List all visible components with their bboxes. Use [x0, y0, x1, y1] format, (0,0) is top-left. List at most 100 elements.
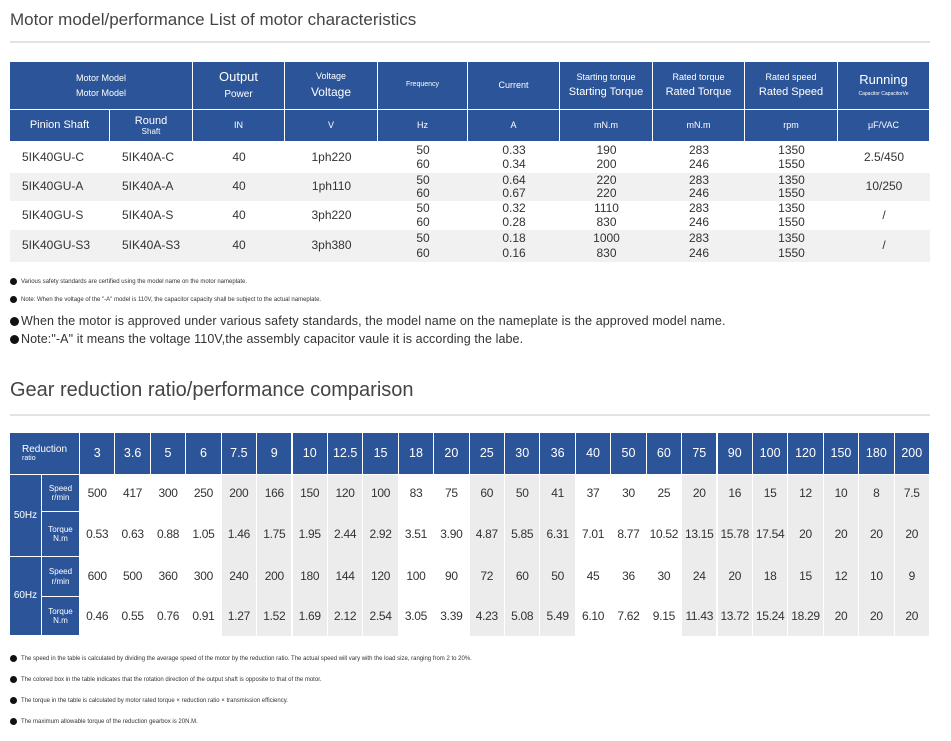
cell-text: 50: [416, 172, 430, 187]
header-text: A: [510, 120, 517, 131]
cell-text: 2.12: [334, 608, 357, 623]
table-cell: 11.43: [682, 597, 718, 636]
table-cell: 300: [150, 475, 187, 512]
header-text: Rated Torque: [665, 86, 732, 99]
table-cell: 5IK40GU-A: [10, 173, 110, 201]
table-cell: 12: [823, 557, 860, 597]
row-label: Speed r/min: [42, 557, 80, 597]
cell-text: 200: [229, 485, 249, 500]
header-text: Current: [498, 80, 529, 91]
header-cell: V: [285, 110, 378, 142]
cell-text: 8.77: [617, 526, 640, 541]
header-text: 40: [586, 446, 600, 461]
cell-text: 246: [688, 186, 710, 201]
table-cell: 6.31: [540, 512, 576, 557]
cell-text: 1.52: [263, 608, 286, 623]
cell-text: 10: [869, 569, 883, 584]
cell-text: 13.15: [685, 526, 714, 541]
header-cell: 15: [363, 433, 399, 475]
table-cell: 3.90: [434, 512, 470, 557]
table-cell: 1350 1550: [745, 201, 838, 230]
table-cell: 1110 830: [560, 201, 653, 230]
header-text: Motor Model: [75, 87, 127, 98]
header-text: IN: [234, 120, 243, 131]
cell-text: 1.75: [263, 526, 286, 541]
header-cell: Current: [468, 62, 560, 110]
table-cell: 166: [257, 475, 293, 512]
cell-text: 5IK40GU-S3: [22, 238, 91, 253]
header-text: 15: [373, 446, 388, 461]
cell-text: 6.31: [546, 526, 569, 541]
note: Various safety standards are certified u…: [10, 278, 247, 285]
header-text: 180: [865, 446, 887, 461]
header-cell: Round Shaft: [110, 110, 193, 142]
header-cell: Running Capacitor CapacitorVe: [838, 62, 930, 110]
table-cell: 0.32 0.28: [468, 201, 560, 230]
cell-text: 20: [905, 608, 919, 623]
cell-text: 1.46: [227, 526, 250, 541]
table-cell: 0.64 0.67: [468, 173, 560, 201]
cell-text: 0.88: [156, 526, 180, 541]
table-cell: 20: [859, 597, 895, 636]
cell-text: 50: [416, 231, 430, 245]
header-text: mN.m: [594, 120, 618, 131]
cell-text: 283: [688, 172, 710, 187]
header-cell: 90: [717, 433, 753, 475]
note: Note:"-A" it means the voltage 110V,the …: [10, 332, 523, 346]
note: The maximum allowable torque of the redu…: [10, 718, 198, 725]
table-cell: /: [838, 230, 930, 262]
table-cell: 500: [80, 475, 116, 512]
table-cell: 40: [193, 230, 285, 262]
table-cell: 10.52: [646, 512, 683, 557]
row-label-text: Speed r/min: [48, 483, 73, 502]
cell-text: 12: [834, 569, 848, 584]
cell-text: 1350: [778, 142, 805, 157]
table-cell: 150: [292, 475, 328, 512]
bullet: [10, 296, 17, 303]
header-cell: 150: [823, 433, 860, 475]
table-cell: 283 246: [653, 142, 745, 173]
table-cell: 20: [717, 557, 753, 597]
cell-text: 8: [873, 485, 880, 500]
header-text: 6: [199, 446, 207, 461]
row-label: Torque N.m: [42, 597, 80, 636]
table-cell: 1000 830: [560, 230, 653, 262]
table-cell: 6.10: [575, 597, 612, 636]
cell-text: 500: [87, 485, 107, 500]
cell-text: 60: [416, 215, 430, 229]
header-cell: 7.5: [221, 433, 258, 475]
header-cell: Motor Model Motor Model: [10, 62, 193, 110]
cell-text: 7.62: [617, 608, 640, 623]
table-cell: 10: [823, 475, 860, 512]
header-text: Pinion Shaft: [29, 119, 90, 132]
row-label-text: Torque N.m: [48, 606, 73, 625]
header-text: ratio: [22, 455, 36, 463]
table-cell: 1.95: [292, 512, 328, 557]
header-cell: μF/VAC: [838, 110, 930, 142]
cell-text: 300: [193, 569, 214, 584]
table-cell: 40: [193, 201, 285, 230]
cell-text: 830: [596, 246, 617, 260]
table-cell: 5IK40A-C: [110, 142, 193, 173]
cell-text: 25: [657, 485, 671, 500]
table-cell: 20: [894, 597, 930, 636]
table-cell: 90: [434, 557, 470, 597]
cell-text: 830: [596, 215, 617, 229]
note-text: The maximum allowable torque of the redu…: [21, 718, 198, 725]
table-cell: 13.15: [682, 512, 718, 557]
cell-text: 200: [596, 157, 617, 172]
table-cell: 10: [859, 557, 895, 597]
cell-text: 300: [158, 485, 178, 500]
header-text: 100: [759, 446, 781, 461]
cell-text: 60: [515, 569, 529, 584]
cell-text: 2.54: [369, 608, 392, 623]
table-cell: 0.55: [115, 597, 151, 636]
cell-text: 60: [416, 246, 430, 260]
table-cell: 15: [752, 475, 789, 512]
table-cell: 0.88: [150, 512, 187, 557]
note-text: The speed in the table is calculated by …: [21, 655, 472, 662]
header-text: 5: [164, 446, 172, 461]
cell-text: 16: [728, 485, 742, 500]
table-cell: 72: [469, 557, 505, 597]
cell-text: 3.51: [404, 526, 428, 541]
